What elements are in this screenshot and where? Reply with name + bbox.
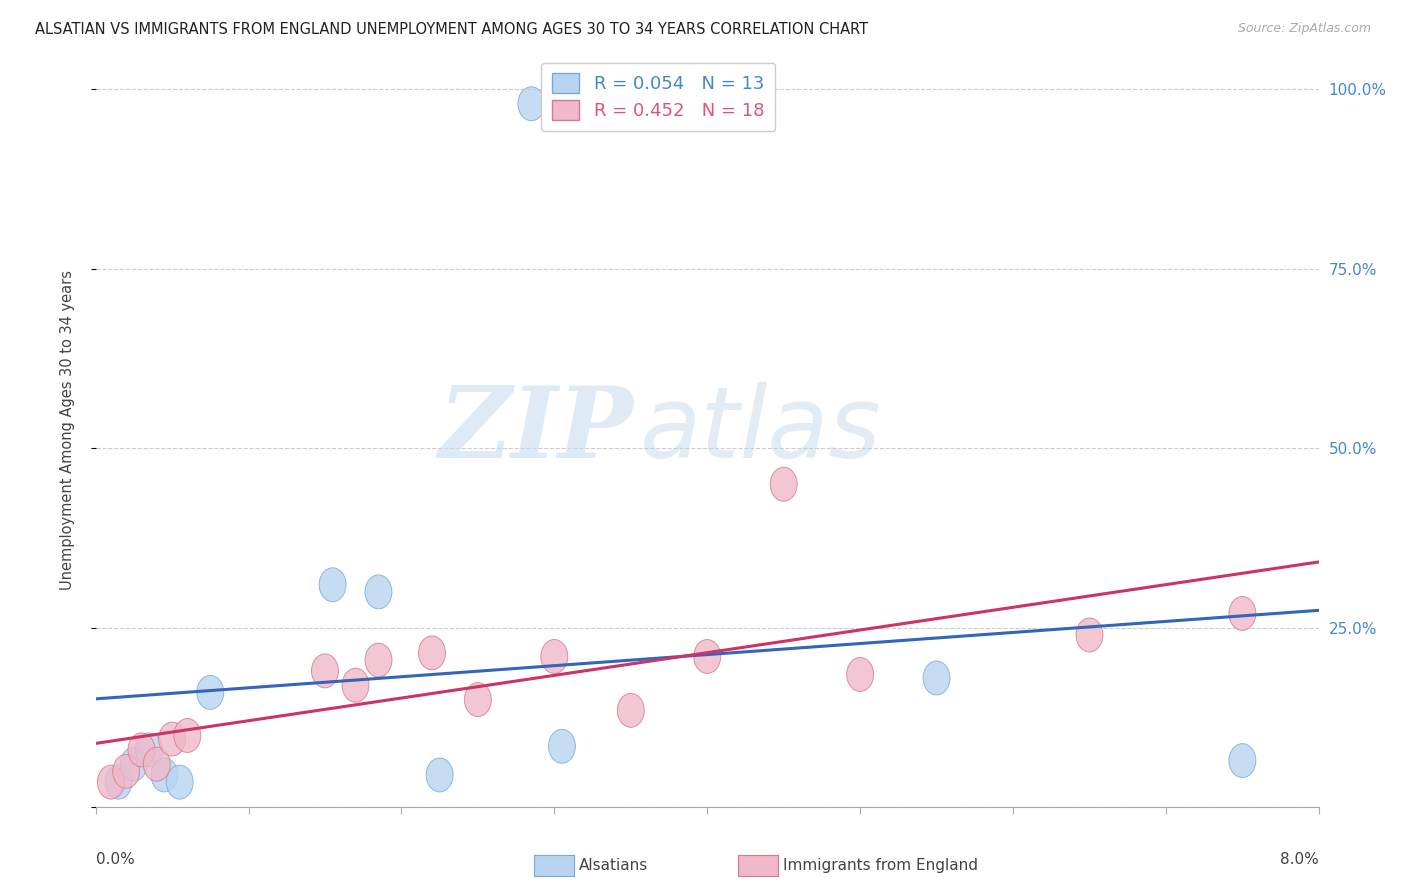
Ellipse shape bbox=[166, 765, 193, 799]
Ellipse shape bbox=[693, 640, 721, 673]
Ellipse shape bbox=[97, 765, 124, 799]
Ellipse shape bbox=[197, 675, 224, 709]
Ellipse shape bbox=[770, 467, 797, 501]
Text: 8.0%: 8.0% bbox=[1279, 853, 1319, 868]
Text: Immigrants from England: Immigrants from England bbox=[783, 858, 979, 872]
Ellipse shape bbox=[135, 733, 163, 767]
Ellipse shape bbox=[846, 657, 873, 691]
Ellipse shape bbox=[342, 668, 368, 702]
Ellipse shape bbox=[1076, 618, 1102, 652]
Ellipse shape bbox=[1229, 597, 1256, 631]
Ellipse shape bbox=[517, 87, 546, 120]
Ellipse shape bbox=[143, 747, 170, 781]
Ellipse shape bbox=[617, 693, 644, 727]
Ellipse shape bbox=[1229, 744, 1256, 778]
Ellipse shape bbox=[541, 640, 568, 673]
Ellipse shape bbox=[548, 730, 575, 764]
Ellipse shape bbox=[464, 682, 491, 716]
Text: ZIP: ZIP bbox=[439, 382, 634, 479]
Ellipse shape bbox=[150, 758, 179, 792]
Text: 0.0%: 0.0% bbox=[96, 853, 135, 868]
Y-axis label: Unemployment Among Ages 30 to 34 years: Unemployment Among Ages 30 to 34 years bbox=[60, 270, 75, 591]
Text: ALSATIAN VS IMMIGRANTS FROM ENGLAND UNEMPLOYMENT AMONG AGES 30 TO 34 YEARS CORRE: ALSATIAN VS IMMIGRANTS FROM ENGLAND UNEM… bbox=[35, 22, 869, 37]
Ellipse shape bbox=[319, 568, 346, 602]
Ellipse shape bbox=[159, 723, 186, 756]
Text: Source: ZipAtlas.com: Source: ZipAtlas.com bbox=[1237, 22, 1371, 36]
Text: atlas: atlas bbox=[640, 382, 882, 479]
Ellipse shape bbox=[426, 758, 453, 792]
Ellipse shape bbox=[174, 719, 201, 753]
Ellipse shape bbox=[366, 575, 392, 609]
Ellipse shape bbox=[121, 747, 148, 781]
Legend: R = 0.054   N = 13, R = 0.452   N = 18: R = 0.054 N = 13, R = 0.452 N = 18 bbox=[541, 62, 775, 131]
Ellipse shape bbox=[924, 661, 950, 695]
Ellipse shape bbox=[112, 755, 139, 789]
Ellipse shape bbox=[419, 636, 446, 670]
Ellipse shape bbox=[366, 643, 392, 677]
Text: Alsatians: Alsatians bbox=[579, 858, 648, 872]
Ellipse shape bbox=[128, 733, 155, 767]
Ellipse shape bbox=[105, 765, 132, 799]
Ellipse shape bbox=[312, 654, 339, 688]
